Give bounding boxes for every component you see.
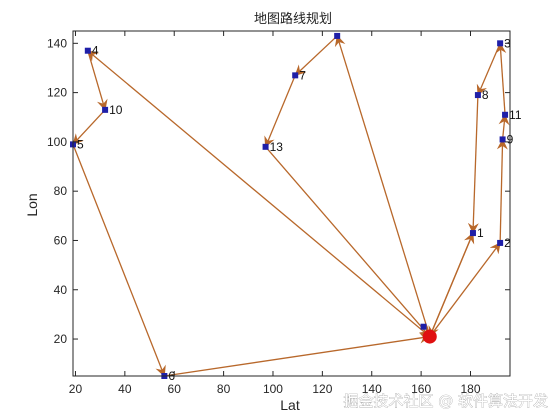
- watermark: 掘金技术社区 @ 软件算法开发: [343, 392, 548, 410]
- waypoint-marker: [84, 47, 91, 54]
- x-tick-label: 80: [217, 382, 231, 396]
- waypoint-marker: [497, 239, 504, 246]
- route-segment: [294, 35, 338, 76]
- route-segment: [428, 232, 474, 338]
- x-tick-label: 20: [69, 382, 83, 396]
- waypoint-marker: [292, 72, 299, 79]
- x-tick-label: 160: [411, 382, 431, 396]
- waypoint-label: 7: [299, 68, 306, 82]
- route-segment: [495, 42, 507, 115]
- waypoint-label: 1: [477, 226, 484, 240]
- waypoint-marker: [334, 32, 341, 39]
- y-tick-label: 20: [54, 332, 68, 346]
- waypoint-label: 11: [509, 108, 522, 122]
- x-axis-label: Lat: [280, 397, 300, 413]
- waypoint-marker: [474, 92, 481, 99]
- waypoint-label: 8: [482, 88, 489, 102]
- route-segment: [467, 95, 479, 234]
- waypoint-marker: [420, 323, 427, 330]
- y-axis-label: Lon: [24, 193, 40, 216]
- y-tick-label: 40: [54, 283, 68, 297]
- waypoint-marker: [499, 136, 506, 143]
- chart-title: 地图路线规划: [254, 11, 332, 27]
- route-segment: [498, 113, 510, 140]
- waypoint-marker: [102, 106, 109, 113]
- route-segment: [72, 144, 166, 377]
- route-segment: [334, 35, 431, 337]
- x-tick-label: 140: [362, 382, 382, 396]
- y-tick-label: 80: [54, 184, 68, 198]
- waypoint-marker: [469, 230, 476, 237]
- route-segment: [87, 50, 431, 338]
- x-tick-label: 40: [118, 382, 132, 396]
- waypoint-marker: [262, 143, 269, 150]
- route-segment: [265, 146, 431, 338]
- waypoint-label: 4: [92, 44, 99, 58]
- start-point-marker: [422, 329, 437, 344]
- y-tick-label: 140: [47, 36, 67, 50]
- x-tick-label: 60: [168, 382, 182, 396]
- y-tick-label: 100: [47, 135, 67, 149]
- waypoint-label: 2: [504, 236, 511, 250]
- waypoint-label: 5: [77, 137, 84, 151]
- route-segment: [164, 332, 431, 377]
- x-tick-label: 180: [460, 382, 480, 396]
- waypoint-label: 13: [270, 140, 284, 154]
- route-segment: [429, 242, 501, 337]
- waypoint-marker: [497, 40, 504, 47]
- x-tick-label: 120: [312, 382, 332, 396]
- route-segment: [72, 109, 106, 146]
- y-tick-label: 60: [54, 233, 68, 247]
- y-tick-label: 120: [47, 86, 67, 100]
- route-segment: [264, 75, 296, 148]
- x-tick-label: 100: [263, 382, 283, 396]
- waypoint-label: 10: [109, 103, 123, 117]
- plot-frame: [72, 30, 511, 377]
- route-segment: [87, 50, 108, 111]
- route-segment: [496, 138, 508, 243]
- route-segment: [476, 43, 501, 96]
- waypoint-marker: [502, 111, 509, 118]
